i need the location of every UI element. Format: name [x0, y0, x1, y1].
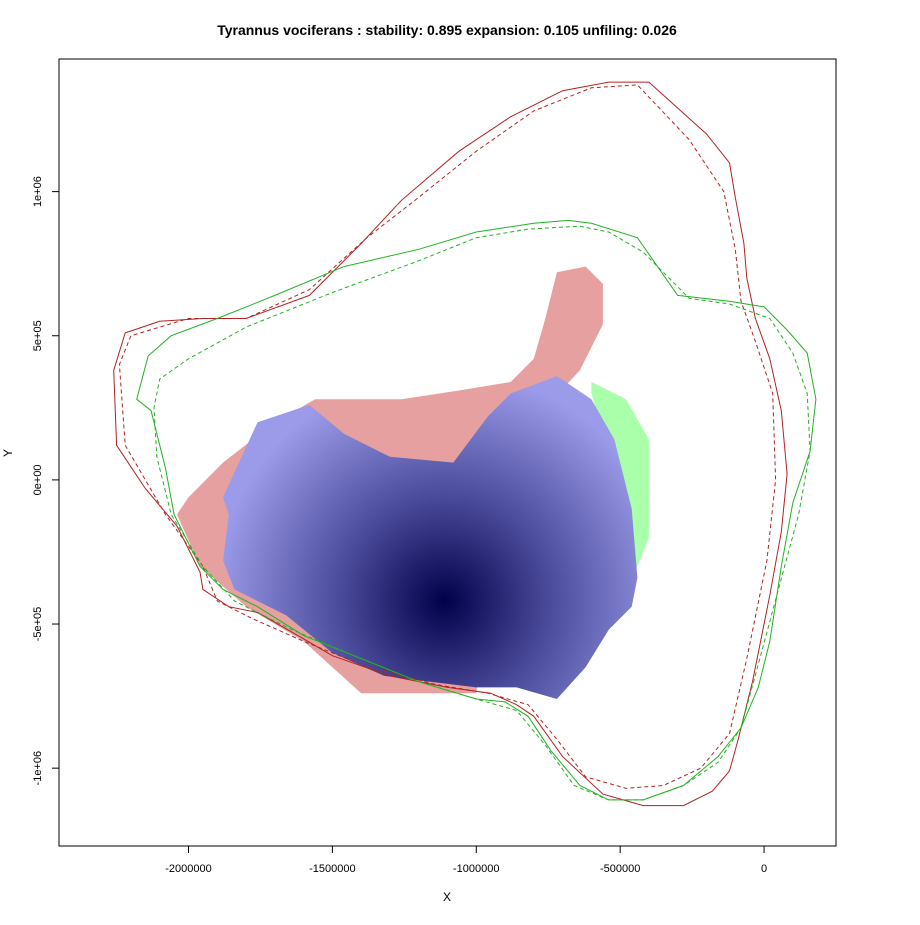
contour-line-4 — [153, 225, 811, 801]
axes-layer: -2000000 -1500000 -1000000 -500000 0 -1e+06 -5… — [32, 176, 767, 875]
contour-line-3 — [136, 219, 817, 801]
chart-title: Tyrannus vociferans : stability: 0.895 e… — [217, 22, 677, 38]
unfilling-area — [556, 381, 649, 705]
x-tick-label: -1000000 — [453, 863, 500, 875]
stability-area — [223, 376, 638, 699]
y-tick-label: -5e+05 — [32, 607, 44, 642]
x-axis-title: X — [443, 890, 451, 904]
x-tick-label: -1500000 — [309, 863, 356, 875]
y-tick-label: -1e+06 — [32, 751, 44, 786]
x-tick-label: 0 — [761, 863, 767, 875]
y-tick-label: 1e+06 — [32, 176, 44, 207]
y-tick-label: 5e+05 — [32, 320, 44, 351]
x-tick-label: -2000000 — [165, 863, 212, 875]
y-axis-title: Y — [1, 449, 15, 457]
contour-line-2 — [118, 84, 777, 789]
x-tick-label: -500000 — [600, 863, 640, 875]
y-tick-label: 0e+00 — [32, 464, 44, 495]
plot-frame — [58, 58, 837, 847]
plot-layer — [113, 81, 817, 807]
